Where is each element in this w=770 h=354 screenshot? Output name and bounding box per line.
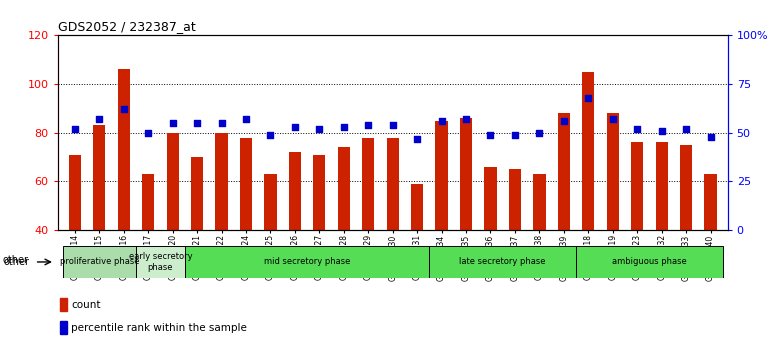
Bar [680, 145, 692, 230]
Bar [411, 184, 424, 230]
Bar [69, 155, 81, 230]
Text: other: other [4, 257, 30, 267]
Text: percentile rank within the sample: percentile rank within the sample [71, 323, 247, 333]
Bar [509, 169, 521, 230]
Point [607, 116, 619, 122]
Point [93, 116, 105, 122]
Bar [185, 246, 430, 278]
Point [509, 132, 521, 138]
Bar [387, 138, 399, 230]
Bar [289, 152, 301, 230]
Bar [93, 125, 105, 230]
Bar [557, 113, 570, 230]
Bar [240, 138, 252, 230]
Bar [191, 157, 203, 230]
Point [436, 118, 448, 124]
Point [313, 126, 326, 132]
Point [166, 120, 179, 126]
Bar [62, 246, 136, 278]
Bar [338, 147, 350, 230]
Text: count: count [71, 300, 101, 310]
Point [705, 134, 717, 139]
Point [337, 124, 350, 130]
Point [142, 130, 154, 136]
Bar [142, 174, 154, 230]
Text: mid secretory phase: mid secretory phase [264, 257, 350, 267]
Point [631, 126, 644, 132]
Text: proliferative phase: proliferative phase [59, 257, 139, 267]
Bar [313, 155, 326, 230]
Bar [136, 246, 185, 278]
Bar [362, 138, 374, 230]
Point [484, 132, 497, 138]
Point [387, 122, 399, 128]
Bar [264, 174, 276, 230]
Point [411, 136, 424, 141]
Bar [216, 133, 228, 230]
Bar [166, 133, 179, 230]
Bar [60, 321, 66, 334]
Point [191, 120, 203, 126]
Text: other: other [3, 255, 29, 266]
Bar [582, 72, 594, 230]
Text: GDS2052 / 232387_at: GDS2052 / 232387_at [58, 20, 196, 33]
Point [680, 126, 692, 132]
Bar [118, 69, 130, 230]
Point [118, 107, 130, 112]
Bar [534, 174, 545, 230]
Point [557, 118, 570, 124]
Point [582, 95, 594, 101]
Bar [631, 142, 643, 230]
Text: late secretory phase: late secretory phase [460, 257, 546, 267]
Bar [436, 121, 447, 230]
Point [289, 124, 301, 130]
Text: ambiguous phase: ambiguous phase [612, 257, 687, 267]
Point [534, 130, 546, 136]
Bar [576, 246, 723, 278]
Bar [607, 113, 619, 230]
Point [239, 116, 252, 122]
Bar [705, 174, 717, 230]
Bar [655, 142, 668, 230]
Point [655, 128, 668, 133]
Bar [430, 246, 576, 278]
Bar [460, 118, 472, 230]
Bar [60, 298, 66, 311]
Point [460, 116, 472, 122]
Point [264, 132, 276, 138]
Bar [484, 167, 497, 230]
Point [362, 122, 374, 128]
Text: early secretory
phase: early secretory phase [129, 252, 192, 272]
Point [69, 126, 81, 132]
Point [216, 120, 228, 126]
